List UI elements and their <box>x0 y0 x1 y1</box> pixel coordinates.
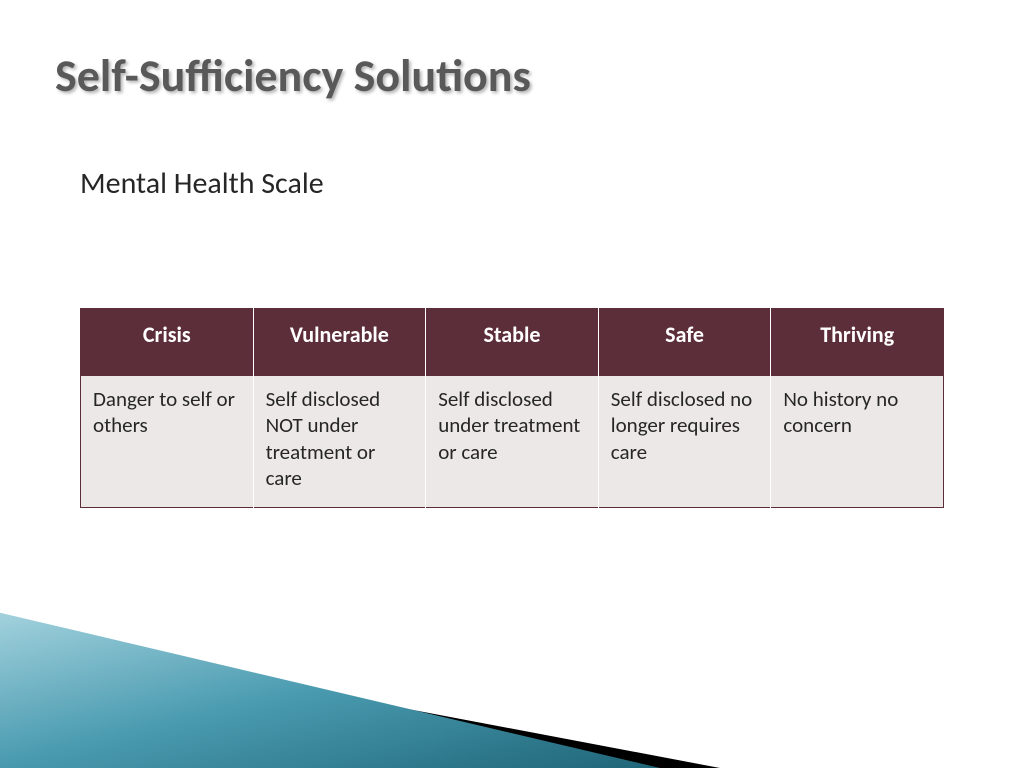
table-cell: No history no concern <box>771 376 944 508</box>
col-header: Safe <box>598 309 771 377</box>
col-header: Vulnerable <box>253 309 426 377</box>
table-cell: Danger to self or others <box>81 376 254 508</box>
col-header: Thriving <box>771 309 944 377</box>
col-header: Stable <box>426 309 599 377</box>
slide-subtitle: Mental Health Scale <box>80 165 324 202</box>
table-header-row: Crisis Vulnerable Stable Safe Thriving <box>81 309 944 377</box>
slide-title: Self-Sufficiency Solutions <box>55 48 531 104</box>
table-cell: Self disclosed under treatment or care <box>426 376 599 508</box>
corner-decoration <box>0 568 1024 768</box>
table-cell: Self disclosed no longer requires care <box>598 376 771 508</box>
scale-table: Crisis Vulnerable Stable Safe Thriving D… <box>80 308 944 508</box>
table-row: Danger to self or others Self disclosed … <box>81 376 944 508</box>
table-cell: Self disclosed NOT under treatment or ca… <box>253 376 426 508</box>
col-header: Crisis <box>81 309 254 377</box>
